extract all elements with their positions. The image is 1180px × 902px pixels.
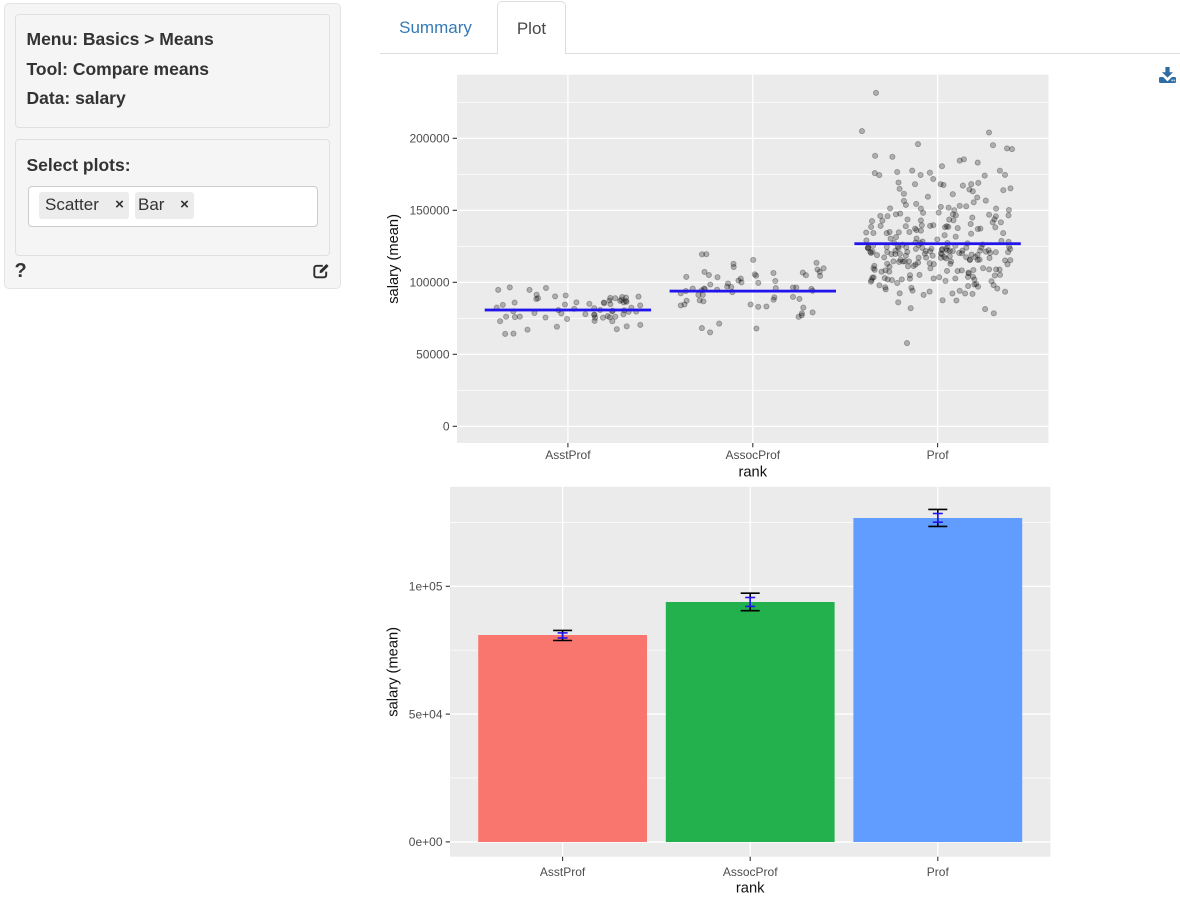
- svg-text:salary (mean): salary (mean): [386, 627, 402, 717]
- svg-text:150000: 150000: [409, 204, 449, 218]
- svg-text:rank: rank: [736, 881, 765, 897]
- svg-text:AsstProf: AsstProf: [540, 865, 586, 879]
- svg-text:100000: 100000: [409, 276, 449, 290]
- svg-text:AssocProf: AssocProf: [723, 865, 778, 879]
- svg-text:Prof: Prof: [927, 865, 950, 879]
- svg-text:5e+04: 5e+04: [409, 707, 443, 721]
- svg-text:AsstProf: AsstProf: [545, 448, 591, 462]
- svg-text:50000: 50000: [416, 348, 450, 362]
- svg-text:0e+00: 0e+00: [409, 835, 443, 849]
- svg-text:Prof: Prof: [927, 448, 950, 462]
- svg-text:salary (mean): salary (mean): [386, 214, 402, 304]
- svg-text:rank: rank: [739, 465, 768, 481]
- svg-text:200000: 200000: [409, 132, 449, 146]
- svg-text:0: 0: [443, 420, 450, 434]
- svg-text:AssocProf: AssocProf: [725, 448, 780, 462]
- svg-text:1e+05: 1e+05: [409, 580, 443, 594]
